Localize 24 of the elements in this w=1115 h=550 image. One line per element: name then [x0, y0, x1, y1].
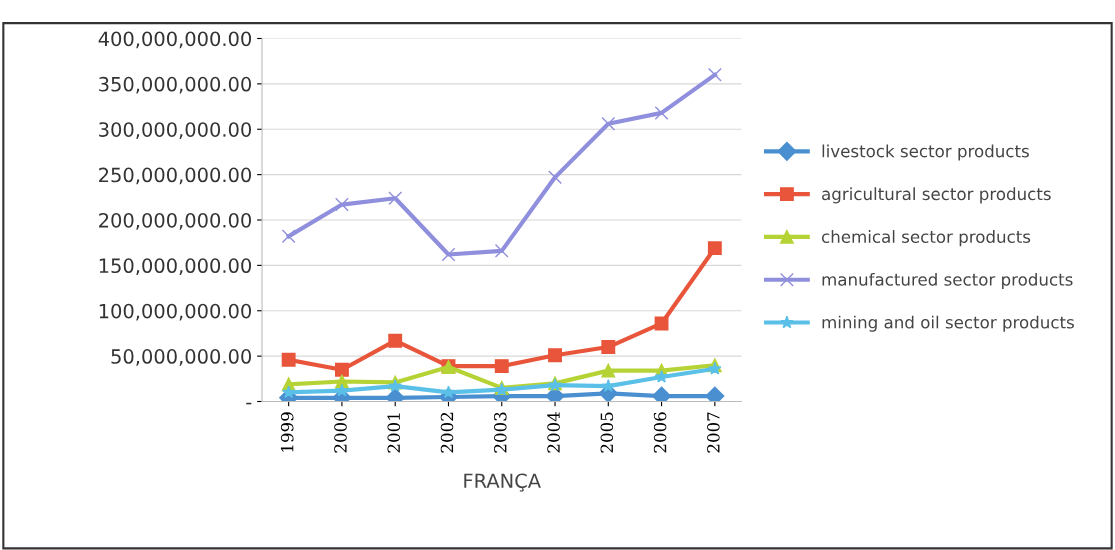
- y-tick-label: 50,000,000.00: [111, 349, 252, 366]
- x-tick-label: 2000: [334, 412, 347, 453]
- y-tick-label: 250,000,000.00: [99, 167, 252, 185]
- y-tick-label: 200,000,000.00: [99, 212, 252, 230]
- legend-label: mining and oil sector products: [822, 315, 1074, 332]
- y-tick-label: 100,000,000.00: [99, 303, 252, 321]
- x-tick-label: 2004: [547, 412, 560, 453]
- x-tick-label: 2001: [387, 413, 401, 453]
- y-tick-label: 150,000,000.00: [99, 258, 252, 276]
- x-axis-title: FRANÇA: [464, 473, 541, 492]
- legend-label: livestock sector products: [822, 144, 1029, 161]
- legend-label: chemical sector products: [821, 230, 1031, 247]
- x-tick-label: 2002: [440, 412, 454, 453]
- y-tick-label: -: [246, 402, 252, 405]
- y-tick-label: 300,000,000.00: [99, 122, 252, 139]
- legend-label: agricultural sector products: [822, 187, 1051, 204]
- y-tick-label: 400,000,000.00: [98, 31, 252, 49]
- y-tick-label: 350,000,000.00: [99, 76, 252, 94]
- x-tick-label: 1999: [280, 412, 294, 452]
- x-tick-label: 2006: [653, 412, 667, 453]
- x-tick-label: 2003: [493, 412, 507, 453]
- x-tick-label: 2005: [600, 412, 614, 453]
- legend-label: manufactured sector products: [822, 272, 1073, 290]
- x-tick-label: 2007: [707, 412, 720, 453]
